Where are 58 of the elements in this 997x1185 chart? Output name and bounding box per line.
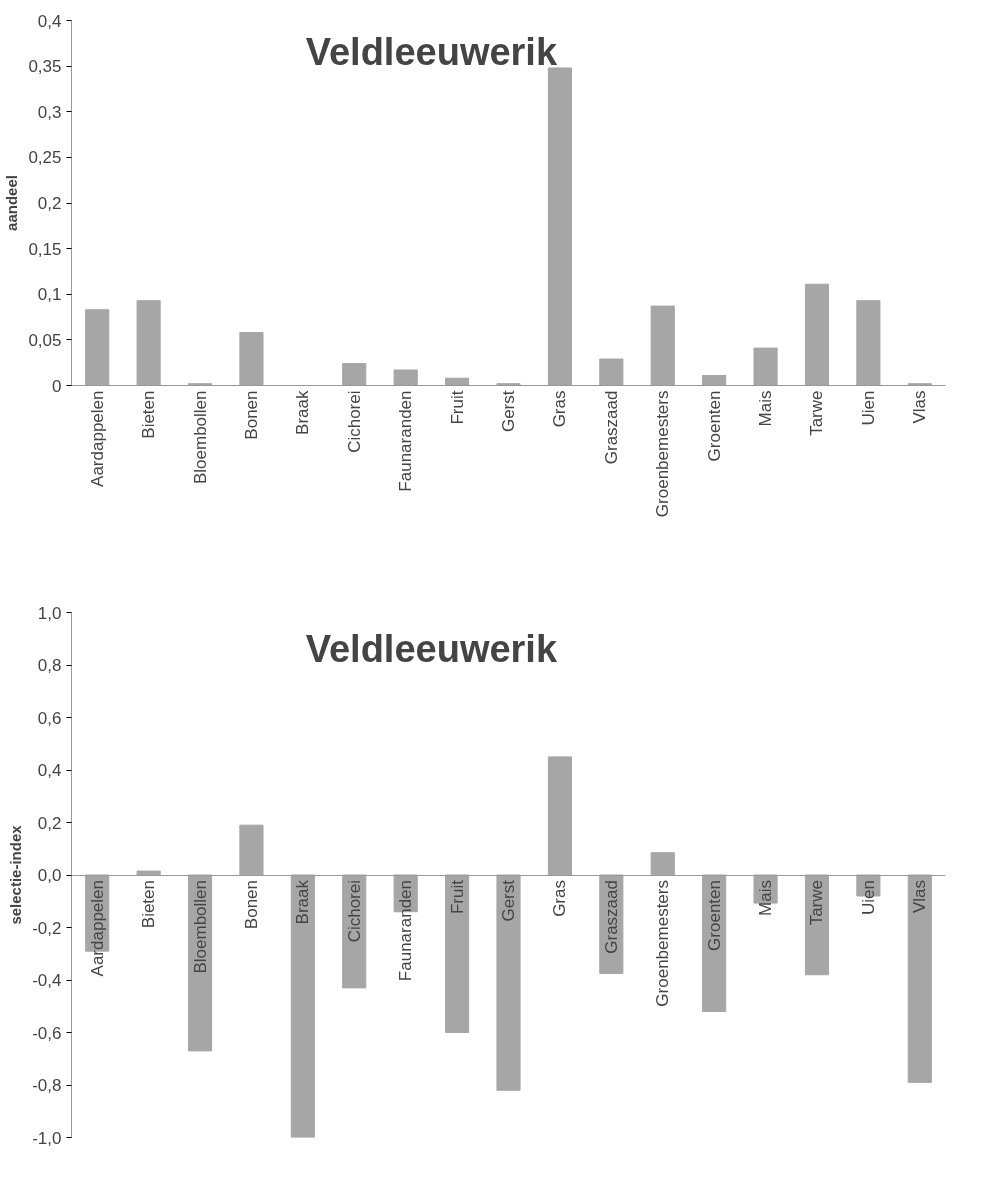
x-tick-label: Mais [756, 879, 776, 916]
x-tick-label: Groenten [704, 879, 724, 951]
y-tick-label: 0,05 [28, 330, 62, 350]
y-tick-label: 0,3 [37, 102, 62, 122]
x-tick-label: Gerst [499, 390, 518, 433]
y-axis-title: aandeel [3, 175, 21, 231]
x-tick-label: Mais [756, 390, 776, 427]
x-tick-label: Gras [550, 390, 570, 428]
x-tick-label: Tarwe [807, 879, 827, 926]
y-tick-label: 0,35 [28, 57, 62, 77]
y-tick-label: 1,0 [37, 603, 62, 623]
x-tick-label: Bloembollen [190, 880, 210, 974]
chart-title: Veldleeuwerik [305, 31, 558, 74]
x-tick-label: Vlas [910, 390, 930, 424]
x-tick-label: Faunaranden [396, 390, 416, 492]
y-tick-label: 0,1 [37, 285, 62, 305]
x-tick-label: Graszaad [601, 880, 621, 954]
x-tick-label: Bieten [139, 390, 159, 439]
x-tick-label: Braak [293, 879, 313, 925]
y-tick-label: 0 [52, 376, 62, 396]
x-tick-label: Braak [293, 390, 313, 435]
x-tick-label: Fruit [447, 879, 467, 914]
x-tick-label: Fruit [447, 390, 467, 425]
x-tick-label: Bonen [241, 390, 261, 440]
y-tick-label: -0,2 [32, 918, 62, 938]
x-tick-label: Aardappelen [87, 879, 107, 977]
x-tick-label: Gras [550, 880, 570, 917]
x-tick-label: Cichorei [344, 390, 364, 453]
y-tick-label: 0,8 [37, 656, 62, 675]
y-tick-label: 0,2 [37, 194, 62, 213]
y-tick-label: -0,8 [32, 1076, 62, 1095]
y-tick-label: 0,4 [37, 761, 62, 780]
x-tick-label: Aardappelen [87, 390, 107, 487]
x-tick-label: Bloembollen [190, 390, 210, 485]
x-tick-label: Uien [858, 390, 878, 426]
x-tick-label: Vlas [910, 879, 930, 914]
x-tick-label: Groenbemesters [653, 879, 673, 1007]
y-tick-label: 0,15 [28, 239, 62, 259]
y-tick-label: -0,6 [32, 1023, 62, 1043]
x-tick-label: Gerst [499, 879, 518, 922]
y-tick-label: 0,25 [28, 148, 62, 168]
chart-title: Veldleeuwerik [305, 628, 558, 671]
y-tick-label: 0,4 [37, 11, 62, 31]
x-tick-label: Bonen [241, 879, 261, 930]
x-tick-label: Graszaad [601, 390, 621, 465]
x-tick-label: Bieten [139, 880, 159, 929]
x-tick-label: Uien [858, 879, 878, 915]
y-axis-title: selectie-index [7, 824, 25, 925]
x-tick-label: Groenten [704, 390, 724, 462]
x-tick-label: Groenbemesters [653, 390, 673, 518]
x-tick-label: Faunaranden [396, 880, 416, 982]
y-tick-label: 0,6 [37, 708, 62, 728]
y-tick-label: 0,0 [37, 866, 62, 885]
y-tick-label: -0,4 [32, 971, 62, 990]
y-tick-label: 0,2 [37, 813, 62, 833]
y-tick-label: -1,0 [32, 1128, 62, 1148]
x-tick-label: Cichorei [344, 880, 364, 943]
x-tick-label: Tarwe [807, 390, 827, 436]
